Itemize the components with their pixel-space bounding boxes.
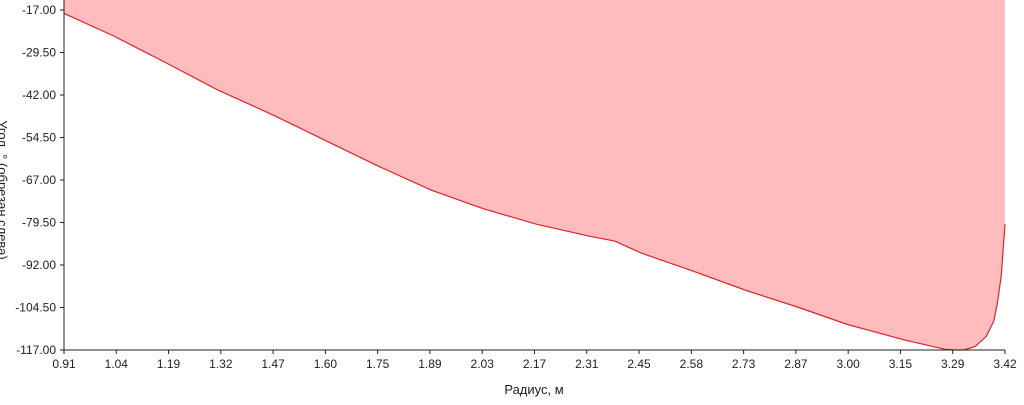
x-tick-label: 2.58 xyxy=(680,357,704,371)
x-tick-label: 1.89 xyxy=(418,357,442,371)
y-tick-label: -54.50 xyxy=(22,131,56,145)
x-tick-label: 2.73 xyxy=(732,357,756,371)
x-tick-label: 2.45 xyxy=(627,357,651,371)
y-tick-label: -79.50 xyxy=(22,216,56,230)
x-tick-label: 2.03 xyxy=(471,357,495,371)
x-tick-label: 0.91 xyxy=(52,357,76,371)
x-tick-label: 2.87 xyxy=(784,357,808,371)
y-tick-label: -104.50 xyxy=(15,301,56,315)
x-axis-title: Радиус, м xyxy=(504,382,563,397)
x-tick-label: 3.00 xyxy=(836,357,860,371)
x-tick-label: 3.15 xyxy=(889,357,913,371)
x-tick-label: 1.04 xyxy=(105,357,129,371)
x-tick-label: 1.75 xyxy=(366,357,390,371)
y-tick-label: -42.00 xyxy=(22,88,56,102)
x-tick-label: 1.19 xyxy=(157,357,181,371)
y-tick-label: -92.00 xyxy=(22,258,56,272)
x-tick-label: 2.17 xyxy=(523,357,547,371)
x-tick-label: 1.32 xyxy=(209,357,233,371)
series-line xyxy=(63,12,1006,351)
x-tick-label: 3.42 xyxy=(993,357,1017,371)
y-tick-label: -29.50 xyxy=(22,46,56,60)
area-fill xyxy=(64,0,1005,350)
x-tick-label: 2.31 xyxy=(575,357,599,371)
y-tick-label: -67.00 xyxy=(22,173,56,187)
x-tick-label: 1.60 xyxy=(314,357,338,371)
y-axis-title: Угол, ° (обрезан слева) xyxy=(0,120,10,260)
x-tick-label: 1.47 xyxy=(261,357,285,371)
x-tick-label: 3.29 xyxy=(941,357,965,371)
y-tick-label: -17.00 xyxy=(22,3,56,17)
y-tick-label: -117.00 xyxy=(16,343,56,357)
